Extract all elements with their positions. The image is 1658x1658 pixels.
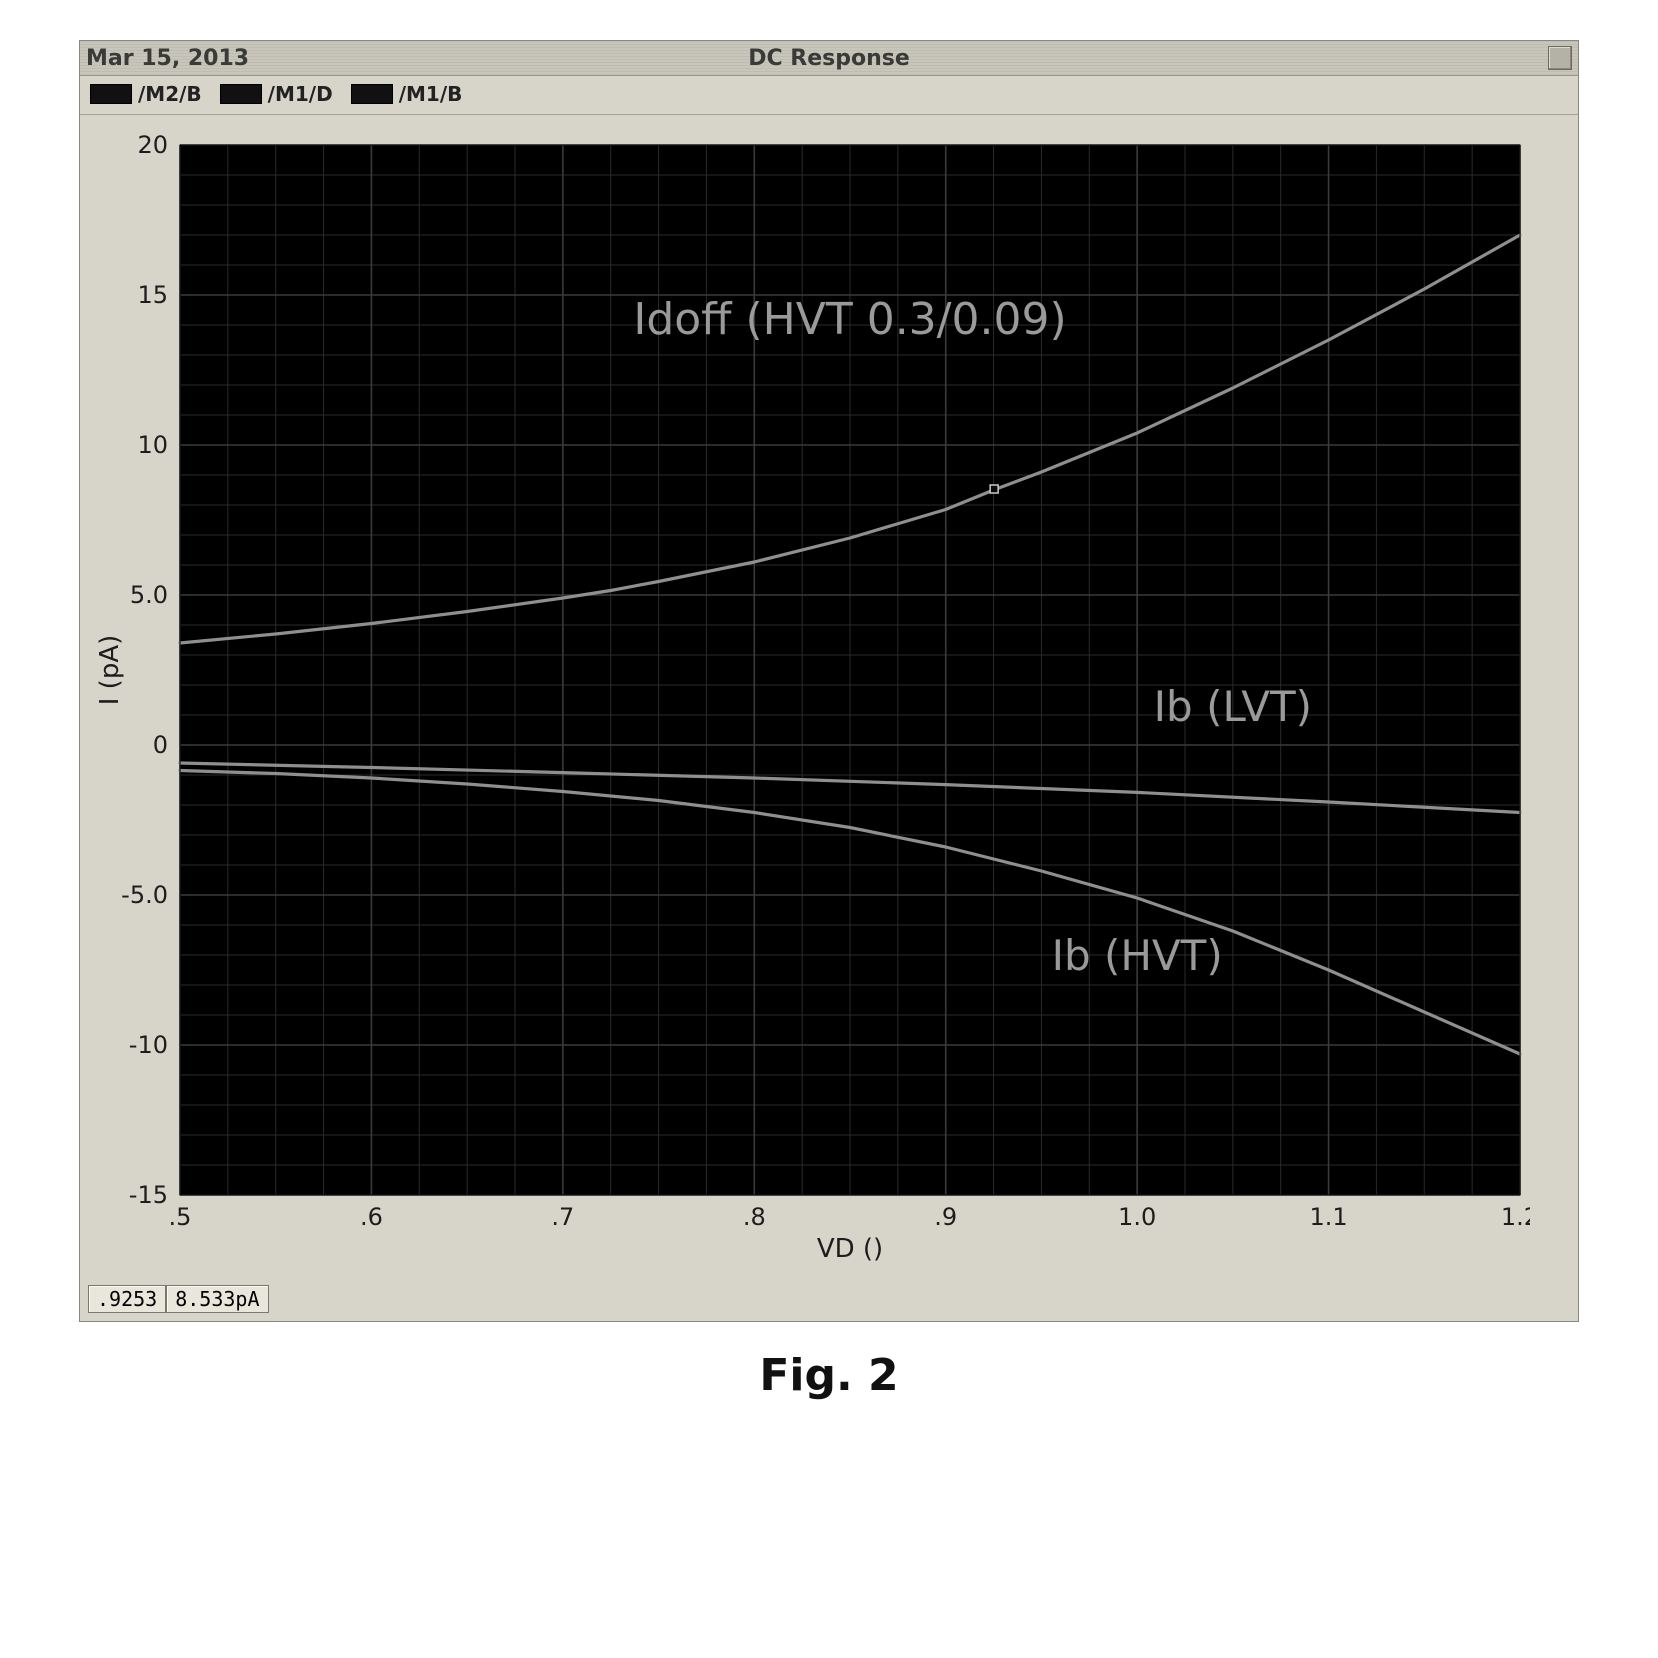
title-bar: Mar 15, 2013 DC Response <box>80 41 1578 76</box>
svg-text:1.1: 1.1 <box>1309 1203 1347 1231</box>
legend-item[interactable]: /M1/D <box>220 82 333 106</box>
legend-label: /M1/D <box>268 82 333 106</box>
legend-swatch <box>351 84 393 104</box>
svg-text:Ib (LVT): Ib (LVT) <box>1154 682 1312 731</box>
svg-text:-5.0: -5.0 <box>121 881 168 909</box>
cursor-y-readout: 8.533pA <box>166 1285 268 1313</box>
legend-label: /M2/B <box>138 82 202 106</box>
svg-text:Ib (HVT): Ib (HVT) <box>1052 931 1223 980</box>
legend-item[interactable]: /M2/B <box>90 82 202 106</box>
svg-text:VD (): VD () <box>817 1234 883 1264</box>
svg-text:Idoff (HVT 0.3/0.09): Idoff (HVT 0.3/0.09) <box>633 294 1066 345</box>
legend-bar: /M2/B /M1/D /M1/B <box>80 76 1578 115</box>
figure-caption: Fig. 2 <box>759 1350 898 1401</box>
legend-swatch <box>220 84 262 104</box>
svg-text:.7: .7 <box>551 1203 574 1231</box>
title-date: Mar 15, 2013 <box>86 46 249 71</box>
dc-response-chart[interactable]: .5 .6 .7 .8 .9 1.0 1.1 1.2 -15 -10 -5.0 0 5.0 10 15 20 V… <box>90 125 1530 1275</box>
svg-text:20: 20 <box>137 131 168 159</box>
svg-text:.8: .8 <box>743 1203 766 1231</box>
svg-text:-10: -10 <box>129 1031 168 1059</box>
window-title: DC Response <box>748 46 910 71</box>
svg-text:.6: .6 <box>360 1203 383 1231</box>
svg-text:5.0: 5.0 <box>130 581 168 609</box>
svg-text:1.0: 1.0 <box>1118 1203 1156 1231</box>
svg-text:10: 10 <box>137 431 168 459</box>
svg-text:15: 15 <box>137 281 168 309</box>
chart-area: .5 .6 .7 .8 .9 1.0 1.1 1.2 -15 -10 -5.0 0 5.0 10 15 20 V… <box>80 115 1578 1283</box>
legend-item[interactable]: /M1/B <box>351 82 463 106</box>
minimize-button[interactable] <box>1548 46 1572 70</box>
svg-text:.9: .9 <box>934 1203 957 1231</box>
svg-text:I (pA): I (pA) <box>95 635 125 706</box>
legend-label: /M1/B <box>399 82 463 106</box>
status-bar: .9253 8.533pA <box>80 1283 1578 1321</box>
svg-text:-15: -15 <box>129 1181 168 1209</box>
chart-window: Mar 15, 2013 DC Response /M2/B /M1/D /M1… <box>79 40 1579 1322</box>
svg-text:.5: .5 <box>169 1203 192 1231</box>
svg-text:1.2: 1.2 <box>1501 1203 1530 1231</box>
svg-text:0: 0 <box>153 731 168 759</box>
cursor-x-readout: .9253 <box>88 1285 166 1313</box>
legend-swatch <box>90 84 132 104</box>
